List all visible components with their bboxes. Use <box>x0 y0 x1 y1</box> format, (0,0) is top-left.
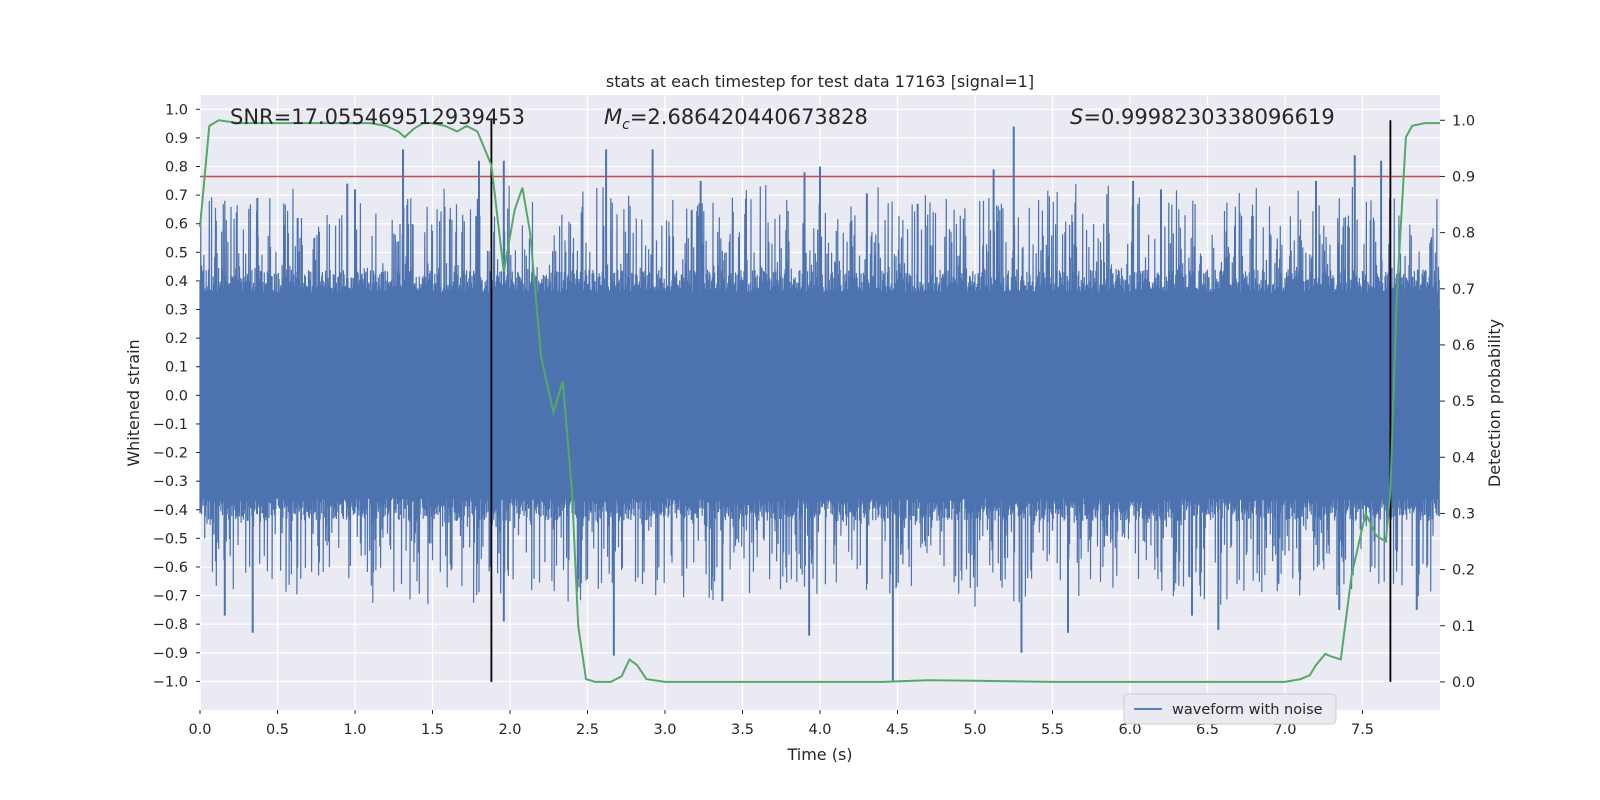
y-tick-label: −0.1 <box>153 417 188 433</box>
y-tick-label: 0.8 <box>165 160 188 176</box>
legend-label: waveform with noise <box>1172 702 1323 718</box>
y-tick-label: 0.9 <box>165 131 188 147</box>
y-tick-label: 0.3 <box>165 303 188 319</box>
y2-tick-label: 0.5 <box>1452 394 1475 410</box>
x-tick-label: 1.5 <box>421 722 444 738</box>
x-tick-label: 4.0 <box>808 722 831 738</box>
x-tick-label: 6.5 <box>1196 722 1219 738</box>
y-tick-label: −0.3 <box>153 474 188 490</box>
x-tick-label: 1.0 <box>343 722 366 738</box>
x-tick-label: 2.0 <box>498 722 521 738</box>
y-tick-label: 0.1 <box>165 360 188 376</box>
x-tick-label: 5.5 <box>1041 722 1064 738</box>
x-axis: 0.0 0.5 1.0 1.5 2.0 2.5 3.0 3.5 4.0 4.5 5.0 5.5 6.0 6… <box>188 710 1374 738</box>
x-tick-label: 7.0 <box>1273 722 1296 738</box>
y2-tick-label: 0.6 <box>1452 338 1475 354</box>
x-tick-label: 3.0 <box>653 722 676 738</box>
y-tick-label: 0.2 <box>165 331 188 347</box>
x-tick-label: 4.5 <box>886 722 909 738</box>
y2-tick-label: 0.4 <box>1452 450 1475 466</box>
probability-line <box>199 119 1440 683</box>
x-tick-label: 6.0 <box>1118 722 1141 738</box>
y-tick-label: −0.4 <box>153 503 188 519</box>
snr-annotation: SNR=17.055469512939453 <box>230 105 525 129</box>
y-tick-label: 0.0 <box>165 388 188 404</box>
y2-tick-label: 0.2 <box>1452 563 1475 579</box>
y-axis-label-right: Detection probability <box>1485 319 1504 487</box>
y-tick-label: 0.5 <box>165 245 188 261</box>
y-tick-label: 0.7 <box>165 188 188 204</box>
x-tick-label: 3.5 <box>731 722 754 738</box>
y-tick-label: 0.4 <box>165 274 188 290</box>
y-axis-label: Whitened strain <box>124 339 143 466</box>
legend: waveform with noise <box>1123 693 1337 725</box>
score-annotation: S=0.9998230338096619 <box>1070 105 1335 129</box>
x-tick-label: 2.5 <box>576 722 599 738</box>
x-tick-label: 7.5 <box>1351 722 1374 738</box>
y-tick-label: −0.8 <box>153 617 188 633</box>
mc-symbol: M <box>604 105 622 129</box>
y-tick-label: 1.0 <box>165 102 188 118</box>
waveform-series <box>199 126 1440 682</box>
x-axis-label: Time (s) <box>786 745 852 764</box>
y-tick-label: −0.6 <box>153 560 188 576</box>
y-axis-right: 1.0 0.9 0.8 0.7 0.6 0.5 0.4 0.3 0.2 0.1 0.0 <box>1440 113 1475 691</box>
s-value: =0.9998230338096619 <box>1083 105 1334 129</box>
y2-tick-label: 0.0 <box>1452 675 1475 691</box>
x-tick-label: 0.5 <box>266 722 289 738</box>
legend-box <box>1123 693 1337 725</box>
y2-tick-label: 0.8 <box>1452 226 1475 242</box>
chart-title: stats at each timestep for test data 171… <box>606 72 1034 91</box>
y-tick-label: −0.2 <box>153 446 188 462</box>
y2-tick-label: 0.9 <box>1452 169 1475 185</box>
y-tick-label: 0.6 <box>165 217 188 233</box>
y-tick-label: −1.0 <box>153 674 188 690</box>
y-tick-label: −0.7 <box>153 589 188 605</box>
x-tick-label: 0.0 <box>188 722 211 738</box>
y2-tick-label: 0.3 <box>1452 506 1475 522</box>
mc-value: =2.686420440673828 <box>630 105 868 129</box>
y-axis-left: 1.0 0.9 0.8 0.7 0.6 0.5 0.4 0.3 0.2 0.1 0.0 −0.1 −0.… <box>153 102 200 690</box>
chirp-mass-annotation: Mc=2.686420440673828 <box>604 105 868 133</box>
y-tick-label: −0.5 <box>153 531 188 547</box>
y2-tick-label: 1.0 <box>1452 113 1475 129</box>
x-tick-label: 5.0 <box>963 722 986 738</box>
s-symbol: S <box>1070 105 1083 129</box>
y2-tick-label: 0.1 <box>1452 619 1475 635</box>
mc-subscript: c <box>622 117 630 133</box>
y2-tick-label: 0.7 <box>1452 282 1475 298</box>
y-tick-label: −0.9 <box>153 646 188 662</box>
overlays <box>199 119 1440 683</box>
